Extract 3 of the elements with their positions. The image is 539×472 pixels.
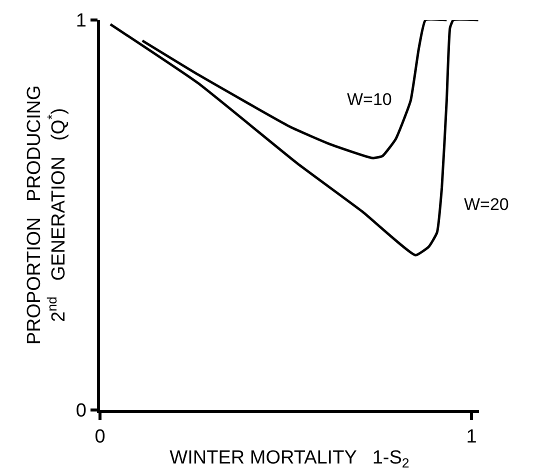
series-label: W=20 bbox=[464, 195, 509, 214]
series-label: W=10 bbox=[347, 90, 392, 109]
x-axis-title: WINTER MORTALITY 1-S$_{2}$ bbox=[170, 447, 410, 470]
